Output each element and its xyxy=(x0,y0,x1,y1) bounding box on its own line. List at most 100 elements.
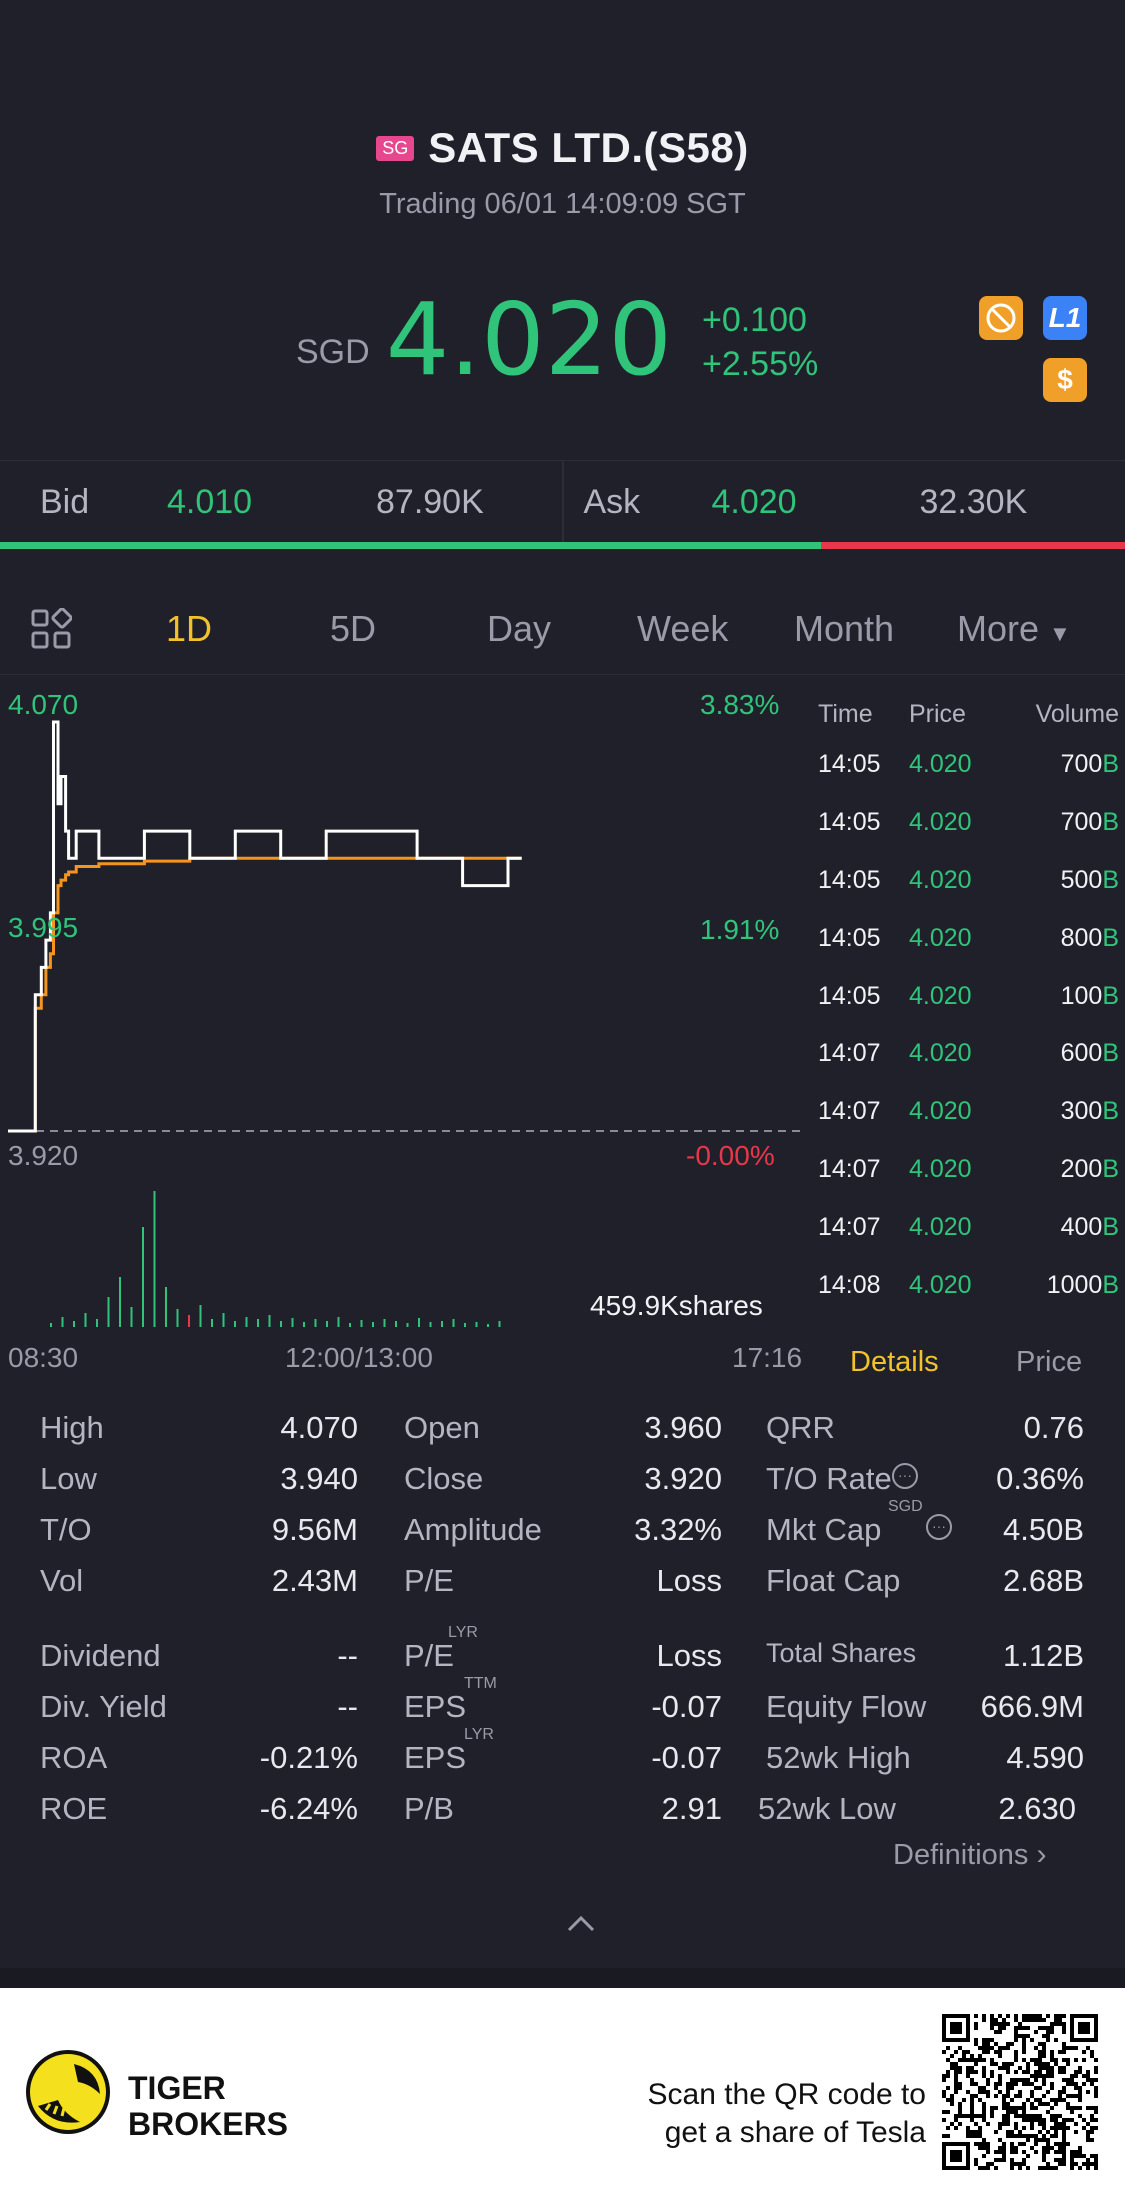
stat-label: T/O xyxy=(40,1512,92,1547)
dollar-icon[interactable]: $ xyxy=(1043,358,1087,402)
intraday-chart[interactable]: 4.070 3.995 3.920 3.83% 1.91% -0.00% 459… xyxy=(0,680,810,1373)
volume-bar xyxy=(245,1317,248,1327)
bid-ask-divider xyxy=(561,461,564,545)
stat-label: Amplitude xyxy=(404,1512,542,1547)
volume-bar xyxy=(349,1323,351,1327)
trade-volume: 200B xyxy=(1015,1155,1125,1184)
ask-label: Ask xyxy=(583,483,641,521)
promo-line1: Scan the QR code to xyxy=(647,2078,927,2111)
trade-row: 14:07 4.020 400B xyxy=(810,1198,1125,1256)
stat-value: 0.76 xyxy=(1023,1410,1084,1445)
level1-icon[interactable]: L1 xyxy=(1043,296,1087,340)
trade-row: 14:07 4.020 200B xyxy=(810,1141,1125,1199)
trade-volume-value: 500 xyxy=(1060,865,1103,894)
definitions-link[interactable]: Definitions › xyxy=(893,1838,1046,1872)
stat-label: Open xyxy=(404,1410,480,1445)
stat-value: 4.070 xyxy=(280,1410,358,1445)
volume-bar xyxy=(234,1321,236,1327)
tab-day[interactable]: Day xyxy=(487,608,552,649)
info-icon[interactable]: ··· xyxy=(926,1514,952,1540)
tab-more[interactable]: More ▼ xyxy=(957,608,1071,650)
trade-time: 14:08 xyxy=(818,1270,881,1299)
trade-side: B xyxy=(1102,1212,1119,1241)
trade-time: 14:07 xyxy=(818,1039,881,1068)
grid-icon[interactable] xyxy=(30,607,73,655)
tab-5d[interactable]: 5D xyxy=(330,608,377,649)
y-top-pct: 3.83% xyxy=(700,689,780,720)
volume-bar xyxy=(119,1277,121,1327)
price-row: SGD 4.020 +0.100 +2.55% xyxy=(296,290,818,390)
header-price: Price xyxy=(909,700,966,728)
bid-size: 87.90K xyxy=(376,483,484,521)
stat-superscript: LYR xyxy=(448,1624,478,1641)
ask-volume-bar xyxy=(821,542,1125,549)
time-sales-list[interactable]: Time Price Volume 14:05 4.020 700B 14:05 4.0… xyxy=(810,700,1125,1314)
volume-bar xyxy=(383,1319,386,1327)
stat-label: Low xyxy=(40,1461,97,1496)
trade-price: 4.020 xyxy=(909,750,972,779)
volume-bar xyxy=(130,1307,133,1327)
no-short-icon[interactable] xyxy=(979,296,1023,340)
stat-value: 3.920 xyxy=(644,1461,722,1496)
tab-month[interactable]: Month xyxy=(794,608,895,649)
stat-label: High xyxy=(40,1410,104,1445)
trade-volume-value: 200 xyxy=(1060,1154,1103,1183)
footer-separator xyxy=(0,1968,1125,1988)
volume-bar xyxy=(280,1321,282,1327)
info-icon[interactable]: ··· xyxy=(892,1463,918,1489)
trade-row: 14:05 4.020 800B xyxy=(810,909,1125,967)
stat-value: 666.9M xyxy=(980,1689,1084,1724)
trade-volume: 300B xyxy=(1015,1097,1125,1126)
volume-bar xyxy=(165,1287,167,1327)
avg-price-line xyxy=(8,856,522,1133)
tab-price[interactable]: Price xyxy=(1016,1346,1083,1378)
qr-code[interactable] xyxy=(942,2014,1098,2175)
collapse-chevron-icon[interactable] xyxy=(563,1912,599,1939)
trade-side: B xyxy=(1102,1270,1119,1299)
stat-label: P/B xyxy=(404,1791,454,1826)
volume-bar xyxy=(464,1323,466,1327)
volume-bar xyxy=(50,1323,52,1327)
trade-price: 4.020 xyxy=(909,1212,972,1241)
trade-price: 4.020 xyxy=(909,1097,972,1126)
volume-bar xyxy=(61,1317,64,1327)
volume-bar xyxy=(142,1227,144,1327)
trade-volume-value: 800 xyxy=(1060,923,1103,952)
stock-title[interactable]: SATS LTD.(S58) xyxy=(428,124,749,171)
header-volume: Volume xyxy=(1035,700,1119,728)
volume-bar xyxy=(395,1321,397,1327)
volume-total: 459.9Kshares xyxy=(590,1290,763,1321)
volume-bars xyxy=(50,1191,501,1327)
stat-label: Vol xyxy=(40,1563,84,1598)
trade-price: 4.020 xyxy=(909,981,972,1010)
tab-1d[interactable]: 1D xyxy=(166,608,213,649)
stat-value: 4.590 xyxy=(1006,1740,1084,1775)
x-end-label: 17:16 xyxy=(732,1342,803,1373)
ask-section[interactable]: Ask 4.020 32.30K xyxy=(564,461,1125,544)
tab-week[interactable]: Week xyxy=(637,608,729,649)
stat-label: EPS xyxy=(404,1689,467,1724)
currency: SGD xyxy=(296,333,370,371)
stat-value: 1.12B xyxy=(1002,1638,1084,1673)
trade-volume: 500B xyxy=(1015,866,1125,895)
stat-superscript: LYR xyxy=(464,1726,494,1743)
stat-value: -- xyxy=(337,1689,358,1724)
trade-time: 14:05 xyxy=(818,981,881,1010)
stat-value: 3.32% xyxy=(634,1512,722,1547)
trade-row: 14:05 4.020 100B xyxy=(810,967,1125,1025)
price-changes: +0.100 +2.55% xyxy=(702,298,818,386)
last-price: 4.020 xyxy=(385,281,672,398)
brand-name: TIGER BROKERS xyxy=(128,2070,288,2142)
chart-canvas xyxy=(8,720,805,1327)
volume-bar xyxy=(360,1320,363,1327)
stat-superscript: SGD xyxy=(888,1498,923,1515)
tab-details[interactable]: Details xyxy=(850,1346,939,1378)
stat-value: Loss xyxy=(656,1638,722,1673)
trade-time: 14:07 xyxy=(818,1154,881,1183)
trade-volume: 700B xyxy=(1015,750,1125,779)
volume-bar xyxy=(314,1319,317,1327)
price-change-pct: +2.55% xyxy=(701,345,819,383)
volume-bar xyxy=(176,1309,179,1327)
bid-section[interactable]: Bid 4.010 87.90K xyxy=(0,461,562,544)
trade-time: 14:05 xyxy=(818,750,881,779)
